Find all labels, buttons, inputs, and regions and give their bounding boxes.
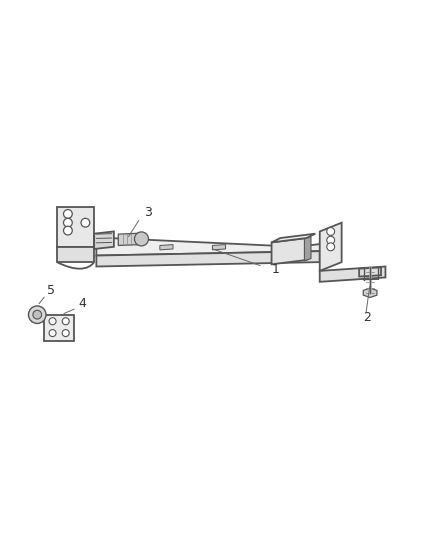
Polygon shape (320, 266, 385, 282)
Polygon shape (320, 223, 342, 271)
Polygon shape (96, 251, 320, 266)
Polygon shape (160, 245, 173, 250)
Text: 3: 3 (144, 206, 152, 219)
Text: 1: 1 (272, 263, 279, 276)
Text: 5: 5 (47, 284, 55, 297)
Circle shape (134, 232, 148, 246)
Polygon shape (57, 247, 94, 262)
Circle shape (327, 236, 335, 244)
Polygon shape (304, 237, 311, 261)
Circle shape (49, 329, 56, 336)
Polygon shape (272, 233, 315, 243)
Polygon shape (44, 314, 74, 341)
Polygon shape (272, 238, 307, 264)
Polygon shape (363, 288, 377, 297)
Polygon shape (57, 207, 94, 247)
Circle shape (62, 329, 69, 336)
Text: 4: 4 (79, 297, 87, 310)
Text: 2: 2 (363, 311, 371, 324)
Circle shape (327, 243, 335, 251)
Circle shape (28, 306, 46, 324)
Circle shape (62, 318, 69, 325)
Circle shape (33, 310, 42, 319)
Polygon shape (118, 233, 140, 246)
Polygon shape (212, 245, 226, 250)
Polygon shape (96, 238, 333, 255)
Circle shape (327, 228, 335, 236)
Circle shape (64, 219, 72, 227)
Circle shape (81, 219, 90, 227)
Circle shape (49, 318, 56, 325)
Polygon shape (94, 231, 114, 249)
Polygon shape (359, 268, 381, 277)
Circle shape (64, 209, 72, 219)
Circle shape (64, 226, 72, 235)
